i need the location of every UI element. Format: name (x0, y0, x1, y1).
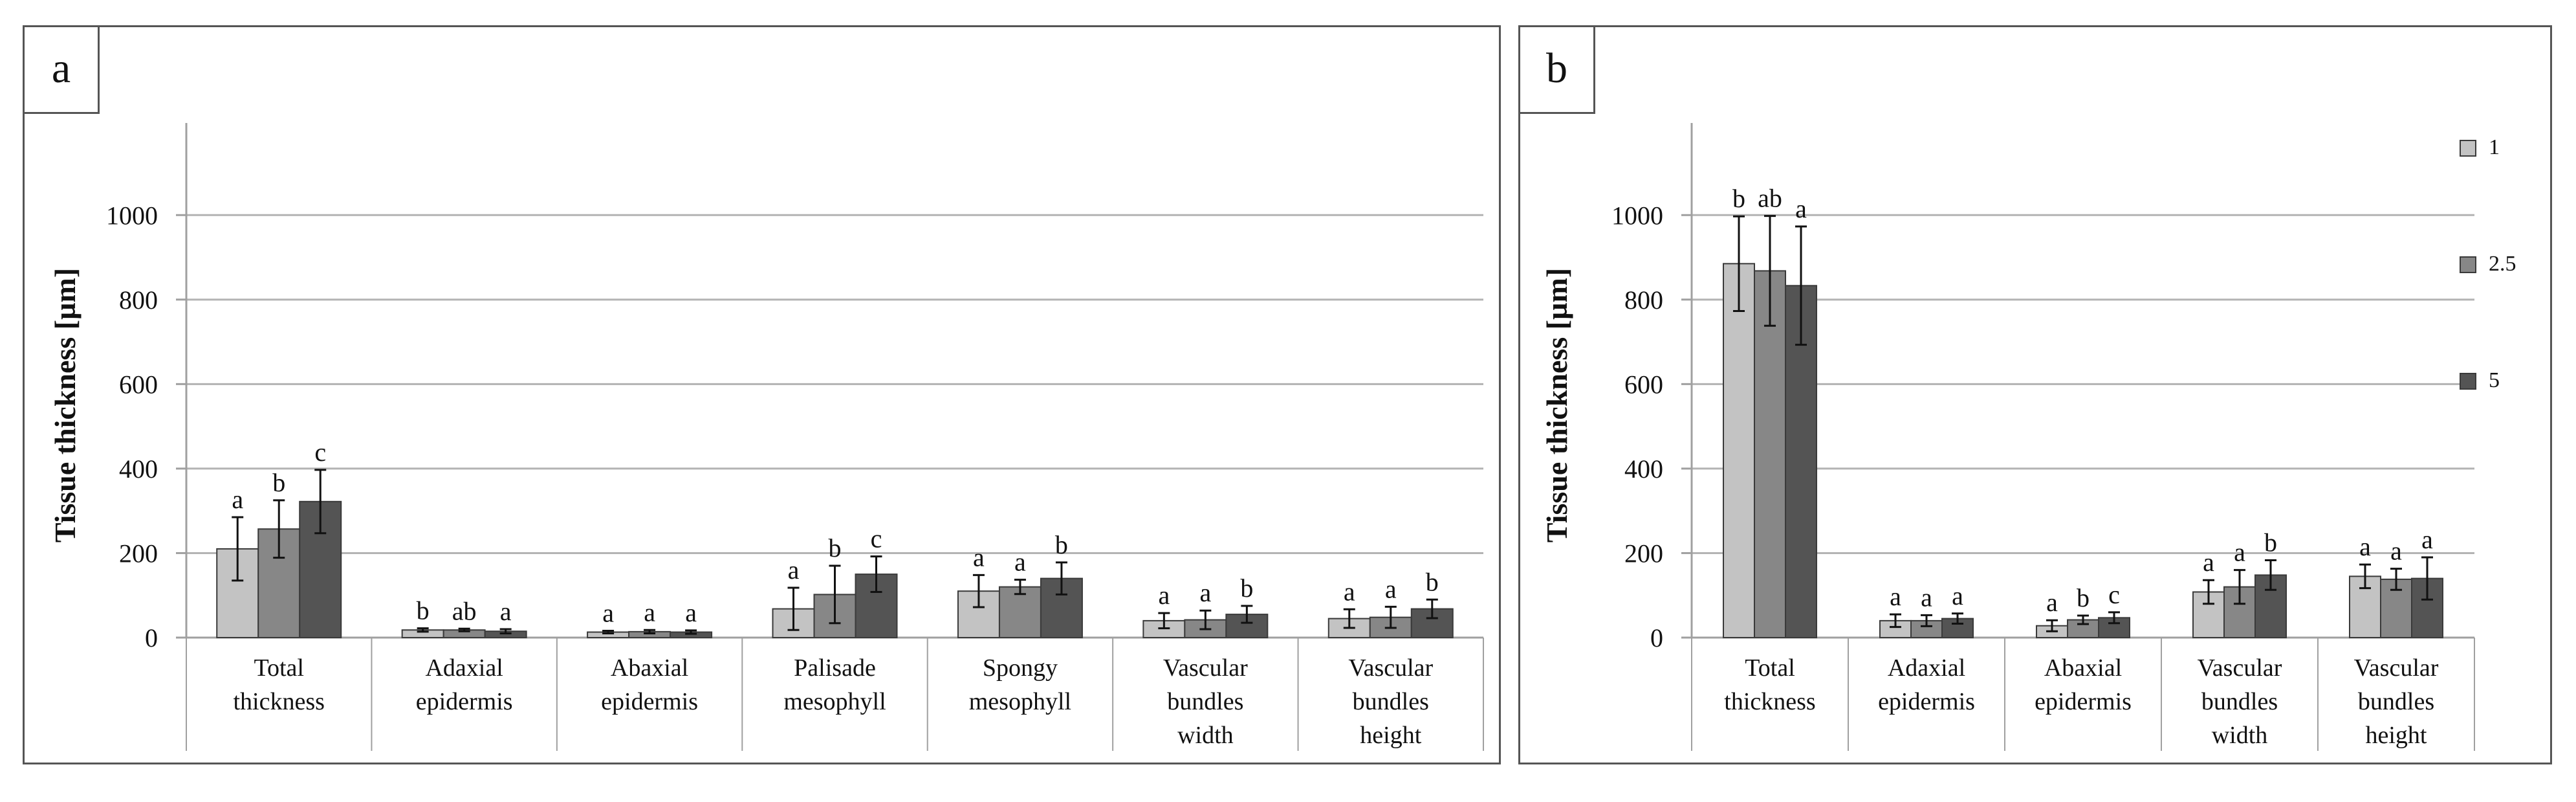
category-label: epidermis (1878, 688, 1975, 715)
significance-letter: a (2421, 525, 2433, 554)
y-axis-label: Tissue thickness [µm] (1540, 268, 1573, 542)
significance-letter: a (2203, 548, 2214, 577)
category-label: Vascular (1348, 654, 1433, 682)
y-tick-label: 800 (1624, 285, 1663, 315)
category-label: epidermis (416, 688, 513, 715)
legend-swatch (2460, 373, 2476, 390)
significance-letter: a (1344, 577, 1355, 606)
y-tick-label: 400 (1624, 454, 1663, 484)
significance-letter: a (602, 599, 614, 628)
y-tick-label: 400 (119, 454, 158, 484)
chart-a: 0 200 400 600 800 1000 Tissue thickness [µm] To… (49, 123, 1484, 751)
significance-letter: a (973, 542, 985, 572)
significance-letter: c (2108, 580, 2120, 609)
legend-swatch (2460, 140, 2476, 157)
significance-letter: a (788, 555, 800, 585)
category-label: Abaxial (2044, 654, 2122, 682)
significance-letter: a (1890, 582, 1901, 611)
category-label: thickness (233, 688, 324, 715)
significance-letter: a (500, 597, 512, 626)
category-label: Vascular (2198, 654, 2282, 682)
significance-letter: a (644, 597, 655, 627)
panel-b-label: b (1520, 27, 1595, 114)
bar-series-1 (1723, 263, 1755, 638)
y-tick-label: 0 (1650, 623, 1663, 652)
category-label: bundles (2201, 688, 2278, 715)
category-label: Spongy (983, 654, 1058, 682)
significance-letter: b (417, 596, 430, 625)
category-label: width (1177, 722, 1234, 749)
significance-letter: b (272, 468, 285, 497)
category-label: Adaxial (425, 654, 503, 682)
chart-b: 0 200 400 600 800 1000 Tissue thickness [µm] To… (1540, 123, 2516, 751)
y-tick-label: 600 (1624, 370, 1663, 399)
category-label: Palisade (794, 654, 876, 682)
legend-label: 1 (2489, 135, 2500, 159)
significance-letter: b (1426, 567, 1439, 596)
significance-letter: a (2234, 538, 2245, 567)
bar-series-1 (216, 548, 259, 638)
category-label: Total (254, 654, 304, 682)
significance-letter: b (2264, 528, 2277, 557)
category-label: height (1360, 722, 1421, 749)
category-label: mesophyll (783, 688, 886, 715)
category-label: bundles (1167, 688, 1243, 715)
category-label: epidermis (601, 688, 698, 715)
y-tick-label: 200 (119, 539, 158, 568)
significance-letter: ab (1758, 184, 1782, 213)
category-label: bundles (2358, 688, 2434, 715)
category-label: epidermis (2035, 688, 2132, 715)
category-label: bundles (1353, 688, 1429, 715)
significance-letter: a (2390, 537, 2402, 566)
panel-a-frame: a 0 200 400 600 800 1000 Tissue thickness [µm]… (23, 25, 1501, 764)
y-tick-label: 800 (119, 285, 158, 315)
category-label: mesophyll (969, 688, 1071, 715)
significance-letter: a (2046, 588, 2058, 617)
legend-swatch (2460, 256, 2476, 273)
category-label: Adaxial (1888, 654, 1965, 682)
bar-series-5 (2098, 617, 2130, 639)
significance-letter: a (232, 485, 243, 514)
significance-letter: a (1199, 578, 1211, 607)
category-label: thickness (1724, 688, 1815, 715)
y-tick-label: 600 (119, 370, 158, 399)
significance-letter: a (1385, 574, 1397, 603)
significance-letter: b (1055, 530, 1068, 559)
significance-letter: b (2077, 583, 2090, 612)
significance-letter: b (1240, 574, 1253, 603)
significance-letter: b (829, 533, 842, 563)
significance-letter: c (314, 438, 326, 467)
y-tick-label: 1000 (1611, 201, 1663, 230)
legend-label: 5 (2489, 368, 2500, 392)
significance-letter: a (2359, 532, 2371, 561)
significance-letter: a (1952, 581, 1963, 610)
bar-series-2_5 (1754, 270, 1786, 638)
significance-letter: a (1158, 581, 1170, 610)
significance-letter: b (1732, 184, 1745, 213)
significance-letter: a (1014, 548, 1026, 577)
y-tick-label: 0 (145, 623, 158, 652)
significance-letter: c (871, 524, 882, 553)
significance-letter: ab (452, 596, 477, 625)
y-tick-label: 1000 (106, 201, 158, 230)
significance-letter: a (1795, 194, 1807, 223)
panel-b-frame: b 0 200 400 600 800 1000 Tissue thickness [µm]… (1518, 25, 2552, 764)
y-axis-label: Tissue thickness [µm] (49, 268, 82, 542)
category-label: Vascular (2354, 654, 2439, 682)
category-label: Abaxial (611, 654, 688, 682)
panel-a-label: a (25, 27, 100, 114)
category-label: Vascular (1163, 654, 1248, 682)
category-label: height (2366, 722, 2427, 749)
category-label: Total (1745, 654, 1795, 682)
y-tick-label: 200 (1624, 539, 1663, 568)
significance-letter: a (685, 598, 697, 627)
significance-letter: a (1921, 583, 1932, 612)
legend-label: 2.5 (2489, 252, 2516, 276)
category-label: width (2212, 722, 2268, 749)
